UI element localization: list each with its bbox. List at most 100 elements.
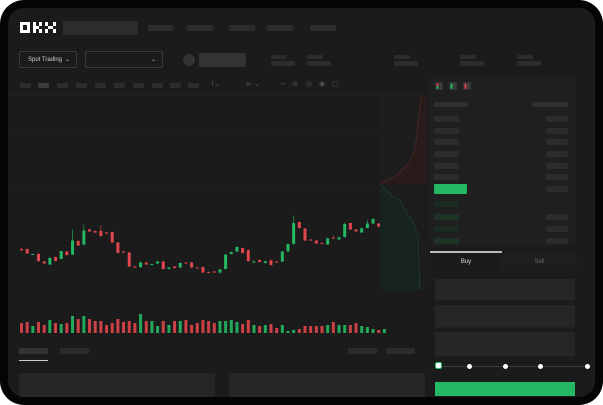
stat-value (271, 61, 295, 66)
tab-open-orders[interactable] (19, 348, 48, 354)
slider-step-100[interactable] (584, 363, 590, 369)
timeframe-button[interactable] (57, 83, 68, 88)
amount-input[interactable] (435, 305, 575, 328)
ask-amount (546, 116, 568, 122)
candle-up (343, 224, 347, 237)
okx-logo[interactable] (20, 22, 57, 34)
last-price (434, 184, 467, 194)
volume-bar (105, 325, 109, 333)
slider-step-50[interactable] (503, 363, 508, 369)
nav-item[interactable] (187, 25, 213, 31)
candle-down (331, 237, 335, 239)
camera-icon[interactable]: ◎ (306, 81, 313, 88)
total-input[interactable] (435, 332, 575, 357)
settings-icon[interactable]: ◉ (319, 81, 326, 88)
pair-dropdown[interactable]: ⌄ (85, 51, 163, 68)
timeframe-button[interactable] (152, 83, 163, 88)
filter-button[interactable] (386, 348, 415, 354)
market-type-dropdown[interactable]: Spot Trading ⌄ (19, 51, 77, 68)
stat-label (460, 55, 476, 59)
candle-up (150, 264, 154, 265)
draw-icon[interactable]: ⊳ ⌄ (246, 81, 260, 88)
slider-step-75[interactable] (538, 363, 543, 369)
candle-up (252, 261, 256, 263)
stat-value (460, 61, 484, 66)
timeframe-button[interactable] (95, 83, 106, 88)
filter-button[interactable] (348, 348, 377, 354)
price-input[interactable] (435, 279, 575, 301)
volume-bar (201, 320, 205, 333)
volume-bar (331, 322, 335, 333)
volume-bar (48, 320, 52, 333)
volume-bar (275, 328, 279, 333)
depth-chart (379, 95, 426, 291)
orderbook-view-toggles[interactable] (435, 82, 475, 91)
asks-depth-area (380, 96, 426, 184)
timeframe-button[interactable] (38, 83, 49, 88)
price-placeholder (199, 53, 246, 67)
volume-bar (127, 321, 131, 333)
candle-down (275, 261, 279, 263)
candle-down (184, 262, 188, 264)
tab-buy[interactable]: Buy (460, 259, 472, 265)
volume-bar (348, 325, 352, 333)
volume-bar (88, 319, 92, 333)
candle-down (161, 261, 165, 269)
timeframe-button[interactable] (114, 83, 125, 88)
line-icon[interactable]: ∼ (280, 81, 286, 88)
candle-up (31, 254, 35, 255)
tab-sell[interactable]: Sell (502, 253, 577, 271)
ruler-icon[interactable]: ⊘ (292, 81, 298, 88)
fullscreen-icon[interactable]: ▢ (332, 81, 339, 88)
volume-bar (343, 325, 347, 333)
assets-panel (229, 373, 425, 397)
volume-bar (99, 321, 103, 333)
stat-value (394, 61, 418, 66)
volume-bar (241, 324, 245, 333)
volume-bar (297, 329, 301, 333)
candle-down (348, 223, 352, 230)
candle-up (48, 258, 52, 265)
slider-step-25[interactable] (466, 363, 472, 369)
volume-bar (195, 323, 199, 333)
candle-down (37, 254, 41, 261)
slider-handle[interactable] (435, 362, 442, 369)
chevron-down-icon: ⌄ (150, 57, 156, 63)
candle-down (309, 239, 313, 241)
candle-down (144, 262, 148, 265)
ask-price (434, 174, 459, 180)
timeframe-button[interactable] (133, 83, 144, 88)
volume-bar (184, 320, 188, 333)
candle-up (360, 228, 364, 233)
candlestick-chart[interactable] (8, 94, 428, 339)
timeframe-button[interactable] (76, 83, 87, 88)
search-input[interactable] (63, 21, 138, 35)
volume-bar (212, 323, 216, 333)
ask-amount (546, 151, 568, 157)
volume-bar (280, 325, 284, 333)
candle-down (320, 243, 324, 244)
volume-bar (150, 321, 154, 333)
volume-bar (371, 329, 375, 333)
tab-history[interactable] (60, 348, 89, 354)
nav-item[interactable] (148, 25, 173, 31)
timeframe-button[interactable] (188, 83, 199, 88)
volume-bar (360, 326, 364, 333)
timeframe-button[interactable] (170, 83, 181, 88)
volume-bar (382, 329, 386, 333)
volume-bar (263, 325, 267, 333)
candle-down (246, 250, 250, 261)
nav-item[interactable] (267, 25, 293, 31)
nav-item[interactable] (310, 25, 336, 31)
volume-bar (167, 325, 171, 333)
candle-up (156, 261, 160, 264)
candle-up (371, 219, 375, 224)
indicator-icon[interactable]: ⌇⌄ (211, 81, 221, 88)
buy-button[interactable] (435, 382, 575, 396)
stat-value (307, 61, 331, 66)
amount-slider[interactable] (439, 365, 587, 367)
candle-up (365, 223, 369, 228)
timeframe-button[interactable] (20, 83, 31, 88)
nav-item[interactable] (229, 25, 255, 31)
